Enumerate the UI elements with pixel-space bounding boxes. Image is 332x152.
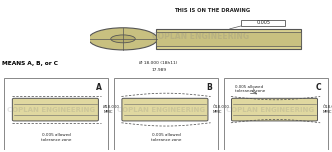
Bar [156, 29, 301, 49]
Bar [156, 32, 301, 46]
Bar [241, 20, 286, 26]
Text: Ô18.000
MMC: Ô18.000 MMC [213, 105, 230, 114]
Text: MEANS A, B, or C: MEANS A, B, or C [2, 61, 58, 66]
Text: COPLAN ENGINEERING: COPLAN ENGINEERING [226, 107, 314, 113]
FancyBboxPatch shape [231, 98, 317, 121]
Text: 0.005 allowed
tolerance zone: 0.005 allowed tolerance zone [41, 133, 72, 142]
Text: COPLAN ENGINEERING: COPLAN ENGINEERING [152, 32, 249, 41]
Text: B: B [206, 83, 212, 92]
Text: THIS IS ON THE DRAWING: THIS IS ON THE DRAWING [174, 8, 250, 13]
Text: Ø18.000
MMC: Ø18.000 MMC [103, 105, 120, 114]
Text: 17.989: 17.989 [152, 68, 167, 72]
Text: A: A [96, 83, 102, 92]
Circle shape [111, 35, 135, 43]
Text: C: C [316, 83, 321, 92]
Text: 0.005 allowed
tolerance zone: 0.005 allowed tolerance zone [151, 133, 181, 142]
Text: Ø 18.000 (18h11): Ø 18.000 (18h11) [138, 61, 177, 65]
Text: COPLAN ENGINEERING: COPLAN ENGINEERING [117, 107, 205, 113]
Text: 0.005 allowed
tolerance zone: 0.005 allowed tolerance zone [235, 85, 266, 93]
FancyBboxPatch shape [12, 98, 98, 121]
Text: Ô18.000
MMC: Ô18.000 MMC [322, 105, 332, 114]
Text: COPLAN ENGINEERING: COPLAN ENGINEERING [7, 107, 95, 113]
Circle shape [89, 28, 157, 50]
FancyBboxPatch shape [122, 98, 208, 121]
Text: 0.005: 0.005 [256, 20, 270, 25]
